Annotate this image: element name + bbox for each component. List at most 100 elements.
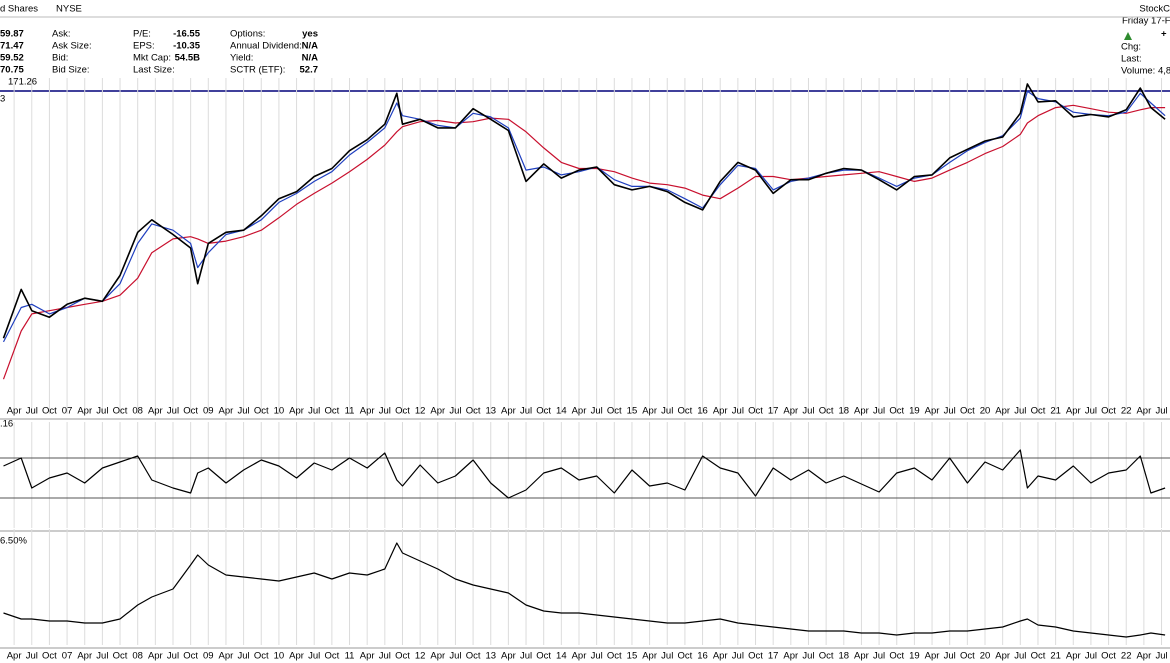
x-tick-label: 13	[485, 406, 496, 417]
stat-value: yes	[302, 29, 318, 40]
x-tick-label: Apr	[1066, 651, 1081, 662]
x-tick-label: Oct	[113, 406, 128, 417]
x-tick-label: Jul	[944, 651, 956, 662]
x-tick-label: 08	[132, 406, 143, 417]
x-tick-label: Oct	[607, 406, 622, 417]
x-tick-label: Oct	[1101, 406, 1116, 417]
x-tick-label: Oct	[42, 651, 57, 662]
x-tick-label: Apr	[77, 406, 92, 417]
x-tick-label: Oct	[748, 651, 763, 662]
x-tick-label: Oct	[819, 651, 834, 662]
x-tick-label: 20	[980, 406, 991, 417]
x-tick-label: Oct	[960, 651, 975, 662]
stat-label: Last:	[1121, 54, 1142, 65]
stat-label: P/E:	[133, 29, 151, 40]
x-tick-label: Jul	[379, 651, 391, 662]
x-tick-label: Apr	[1136, 651, 1151, 662]
x-tick-label: Oct	[254, 406, 269, 417]
x-tick-label: Apr	[219, 406, 234, 417]
x-tick-label: Jul	[1085, 406, 1097, 417]
x-tick-label: Oct	[466, 651, 481, 662]
x-tick-label: Jul	[449, 406, 461, 417]
x-tick-label: Jul	[520, 406, 532, 417]
stat-value: -16.55	[173, 29, 201, 40]
x-tick-label: Oct	[183, 651, 198, 662]
x-tick-label: Oct	[678, 651, 693, 662]
x-tick-label: Oct	[748, 406, 763, 417]
x-tick-label: 14	[556, 406, 567, 417]
x-tick-label: Jul	[167, 651, 179, 662]
x-tick-label: Oct	[607, 651, 622, 662]
x-tick-label: Jul	[1155, 651, 1167, 662]
x-tick-label: 18	[838, 406, 849, 417]
x-tick-label: 15	[627, 406, 638, 417]
x-tick-label: Apr	[713, 406, 728, 417]
series-line	[2, 104, 1166, 380]
quote-value: 71.47	[0, 41, 24, 52]
x-tick-label: Jul	[238, 406, 250, 417]
stat-label: Chg:	[1121, 42, 1141, 53]
stat-value: 52.7	[300, 65, 319, 76]
x-tick-label: Jul	[26, 651, 38, 662]
stat-label: SCTR (ETF):	[230, 65, 285, 76]
x-tick-label: Apr	[783, 651, 798, 662]
up-arrow	[1124, 32, 1132, 40]
x-tick-label: Jul	[944, 406, 956, 417]
x-tick-label: Oct	[1031, 406, 1046, 417]
x-tick-label: Oct	[960, 406, 975, 417]
x-tick-label: 09	[203, 651, 214, 662]
x-tick-label: Jul	[449, 651, 461, 662]
brand: StockC	[1139, 4, 1170, 15]
stat-label: Annual Dividend:	[230, 41, 302, 52]
series-line	[2, 83, 1166, 339]
x-tick-label: Apr	[7, 406, 22, 417]
x-tick-label: 08	[132, 651, 143, 662]
x-tick-label: Jul	[732, 406, 744, 417]
annotation: 6.50%	[0, 536, 27, 547]
x-tick-label: 16	[697, 651, 708, 662]
stat-label: Bid Size:	[52, 65, 90, 76]
x-tick-label: 19	[909, 406, 920, 417]
x-tick-label: 20	[980, 651, 991, 662]
x-tick-label: Jul	[96, 651, 108, 662]
x-tick-label: 07	[62, 406, 73, 417]
x-tick-label: Apr	[854, 651, 869, 662]
x-tick-label: Apr	[995, 651, 1010, 662]
x-tick-label: Apr	[925, 651, 940, 662]
x-tick-label: Apr	[289, 406, 304, 417]
x-tick-label: Oct	[678, 406, 693, 417]
quote-value: 59.52	[0, 53, 24, 64]
x-tick-label: Apr	[289, 651, 304, 662]
x-tick-label: Oct	[395, 651, 410, 662]
x-tick-label: 15	[627, 651, 638, 662]
x-tick-label: Apr	[148, 406, 163, 417]
x-tick-label: Jul	[591, 406, 603, 417]
x-tick-label: Oct	[536, 651, 551, 662]
x-tick-label: 22	[1121, 406, 1132, 417]
annotation: 171.26	[8, 77, 37, 88]
x-tick-label: Jul	[1155, 406, 1167, 417]
x-tick-label: Oct	[536, 406, 551, 417]
stat-value: -10.35	[173, 41, 201, 52]
stat-value: N/A	[302, 53, 319, 64]
x-tick-label: Oct	[819, 406, 834, 417]
x-tick-label: Jul	[238, 651, 250, 662]
stat-label: Mkt Cap:	[133, 53, 171, 64]
x-tick-label: Oct	[395, 406, 410, 417]
x-tick-label: Jul	[661, 651, 673, 662]
x-tick-label: Apr	[77, 651, 92, 662]
x-tick-label: Jul	[520, 651, 532, 662]
x-tick-label: Oct	[889, 406, 904, 417]
x-tick-label: Jul	[802, 651, 814, 662]
x-tick-label: Jul	[1014, 651, 1026, 662]
x-tick-label: Apr	[360, 651, 375, 662]
x-tick-label: 09	[203, 406, 214, 417]
x-tick-label: Apr	[713, 651, 728, 662]
x-tick-label: 17	[768, 406, 779, 417]
x-tick-label: 16	[697, 406, 708, 417]
x-tick-label: 10	[274, 651, 285, 662]
x-tick-label: Oct	[254, 651, 269, 662]
x-tick-label: Apr	[360, 406, 375, 417]
series-line	[3, 449, 1166, 499]
